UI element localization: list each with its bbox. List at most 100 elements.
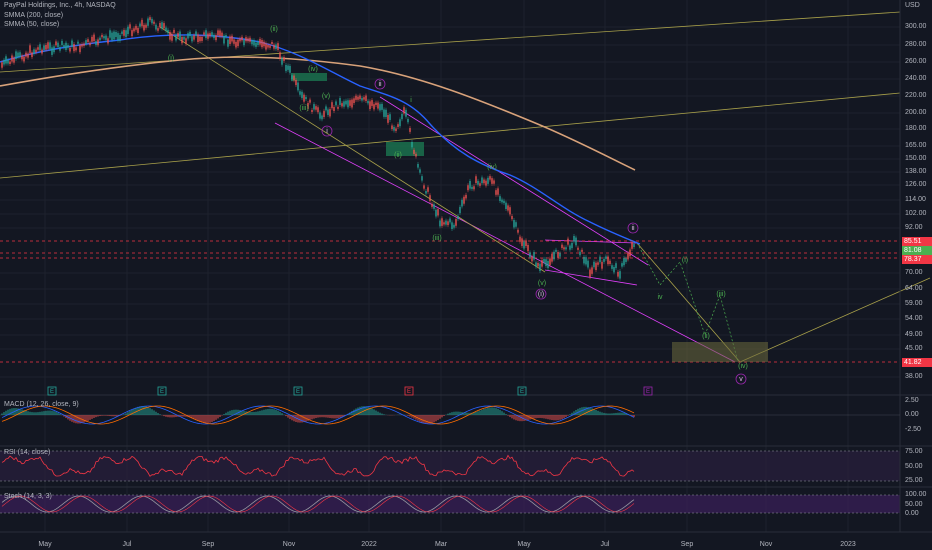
stoch-k-line	[1, 495, 635, 513]
macd-histogram-bar	[479, 410, 481, 415]
rsi-tick: 50.00	[905, 463, 923, 470]
macd-histogram-bar	[15, 408, 17, 415]
candle-body	[293, 75, 295, 81]
macd-histogram-bar	[47, 410, 49, 415]
price-axis-label: 220.00	[905, 92, 927, 99]
candle-body	[355, 95, 357, 100]
candle-body	[335, 101, 337, 106]
candle-body	[351, 99, 353, 108]
candle-body	[403, 107, 405, 114]
candle-body	[221, 32, 223, 37]
macd-histogram-bar	[75, 415, 77, 424]
candle-body	[375, 102, 377, 106]
macd-histogram-bar	[481, 409, 483, 415]
wave-label: (ii)	[270, 26, 278, 33]
candle-body	[187, 33, 189, 39]
macd-histogram-bar	[231, 410, 233, 415]
candle-body	[563, 247, 565, 250]
candle-body	[173, 29, 175, 34]
macd-histogram-bar	[41, 411, 43, 415]
macd-histogram-bar	[87, 415, 89, 421]
candlesticks	[1, 15, 635, 281]
macd-histogram-bar	[251, 412, 253, 415]
candle-body	[5, 56, 7, 64]
macd-histogram-bar	[287, 415, 289, 418]
candle-body	[233, 39, 235, 44]
candle-body	[257, 41, 259, 46]
stoch-label: Stoch (14, 3, 3)	[4, 493, 52, 500]
candle-body	[131, 30, 133, 37]
candle-body	[519, 236, 521, 242]
candle-body	[17, 52, 19, 58]
candle-body	[611, 265, 613, 269]
candle-body	[161, 22, 163, 29]
macd-histogram-bar	[115, 415, 117, 417]
stoch-pane	[1, 495, 635, 513]
macd-histogram-bar	[563, 415, 565, 419]
candle-body	[171, 33, 173, 41]
macd-histogram-bar	[459, 411, 461, 415]
candle-body	[555, 249, 557, 252]
macd-histogram-bar	[583, 406, 585, 415]
wave-label: (v)	[322, 93, 330, 100]
macd-histogram-bar	[437, 415, 439, 421]
macd-histogram-bar	[569, 414, 571, 415]
macd-histogram-bar	[601, 412, 603, 415]
macd-histogram-bar	[89, 415, 91, 420]
macd-histogram-bar	[341, 415, 343, 418]
macd-histogram-bar	[581, 407, 583, 415]
candle-body	[361, 97, 363, 101]
candle-body	[177, 33, 179, 38]
candle-body	[357, 96, 359, 100]
candle-body	[593, 261, 595, 268]
macd-histogram-bar	[143, 406, 145, 415]
candle-body	[81, 44, 83, 47]
candle-body	[185, 38, 187, 44]
price-axis-label: 38.00	[905, 373, 923, 380]
candle-body	[549, 258, 551, 266]
candle-body	[435, 209, 437, 217]
wave-label: (iv)	[308, 66, 318, 73]
macd-histogram-bar	[505, 414, 507, 415]
candle-body	[381, 103, 383, 110]
rsi-label: RSI (14, close)	[4, 449, 51, 456]
candle-body	[455, 218, 457, 226]
macd-histogram-bar	[7, 409, 9, 415]
macd-histogram-bar	[171, 415, 173, 418]
candle-body	[439, 220, 441, 227]
candle-body	[411, 141, 413, 148]
candle-body	[175, 34, 177, 41]
candle-body	[137, 27, 139, 34]
price-axis-label: 49.00	[905, 331, 923, 338]
macd-histogram-bar	[495, 408, 497, 415]
wave-label: iv	[657, 294, 663, 301]
candle-body	[223, 35, 225, 44]
price-axis-label: 70.00	[905, 269, 923, 276]
macd-histogram-bar	[189, 415, 191, 418]
candle-body	[247, 38, 249, 42]
macd-histogram-bar	[55, 411, 57, 415]
price-axis-label: 59.00	[905, 300, 923, 307]
candle-body	[217, 30, 219, 36]
candle-body	[447, 221, 449, 226]
candle-body	[413, 149, 415, 154]
macd-histogram-bar	[267, 408, 269, 415]
candle-body	[241, 36, 243, 41]
candle-body	[485, 180, 487, 186]
macd-histogram-bar	[419, 415, 421, 422]
candle-body	[13, 57, 15, 63]
macd-histogram-bar	[149, 408, 151, 415]
macd-histogram-bar	[515, 415, 517, 421]
candle-body	[405, 109, 407, 117]
macd-tick: 2.50	[905, 397, 919, 404]
candle-body	[225, 35, 227, 38]
candle-body	[527, 244, 529, 252]
candle-body	[283, 57, 285, 61]
macd-histogram-bar	[353, 409, 355, 415]
candle-body	[343, 101, 345, 107]
time-axis-label: 2022	[361, 541, 377, 548]
candle-body	[65, 42, 67, 50]
macd-histogram-bar	[289, 415, 291, 420]
event-marker: E	[520, 389, 524, 395]
